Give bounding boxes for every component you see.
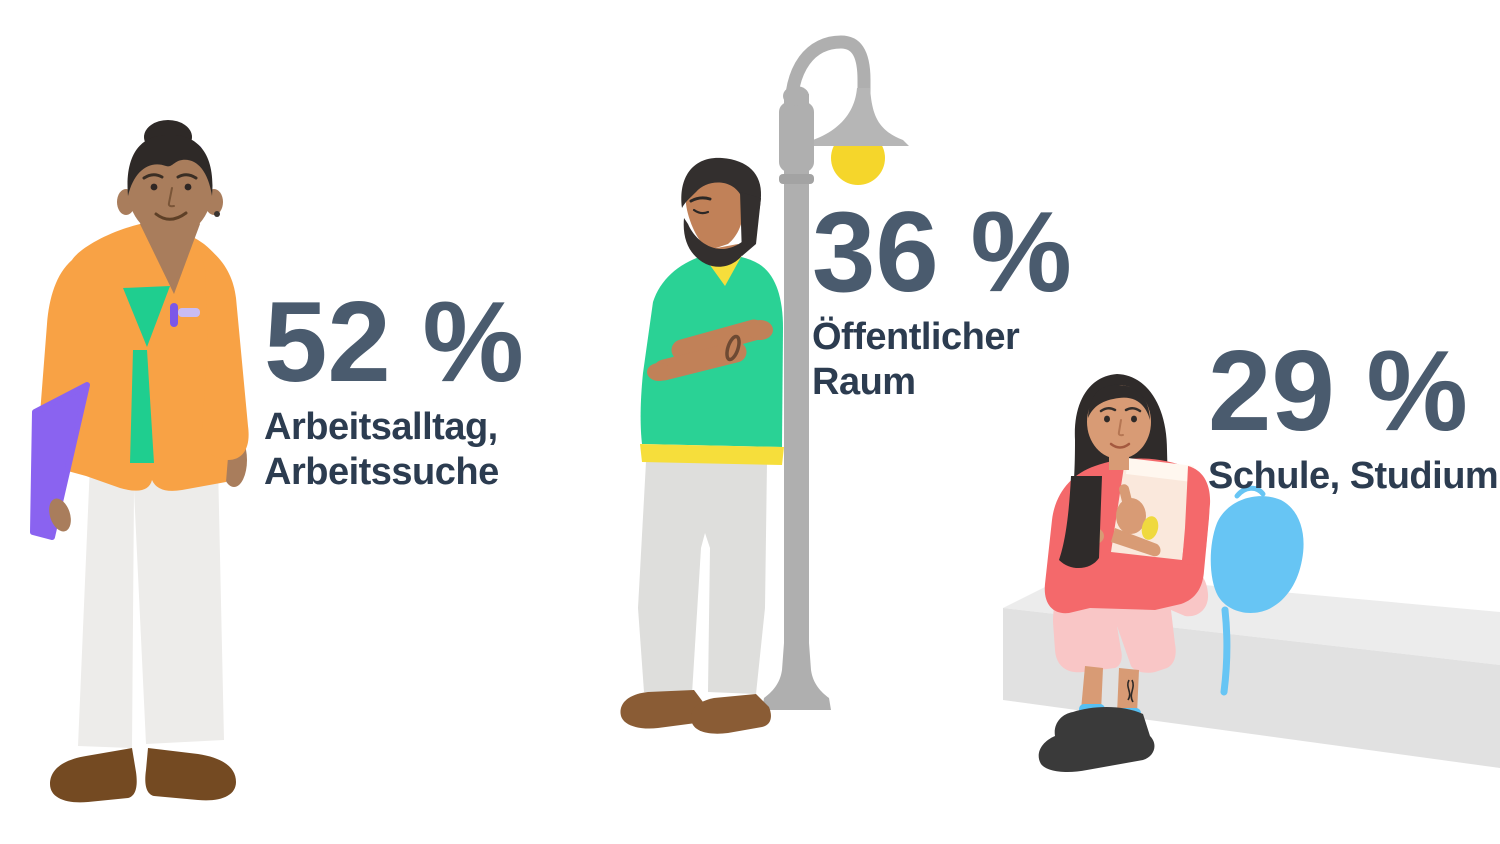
forearm xyxy=(653,341,747,381)
illustration-student-on-bench xyxy=(1003,374,1500,772)
lamp-shade xyxy=(807,88,909,146)
ankle-tattoo xyxy=(1127,679,1134,703)
shirt xyxy=(123,286,170,347)
pocket-pen xyxy=(170,303,178,327)
worker-figure xyxy=(30,120,249,803)
hair xyxy=(681,157,762,250)
shoe xyxy=(690,694,771,734)
pants xyxy=(78,464,224,748)
man-figure xyxy=(620,157,784,734)
face xyxy=(686,171,744,250)
stat-education: 29 % Schule, Studium xyxy=(1208,328,1499,499)
hair xyxy=(127,134,213,196)
face xyxy=(128,143,212,237)
hand xyxy=(49,498,71,532)
hand xyxy=(747,320,773,340)
stat-education-label: Schule, Studium xyxy=(1208,455,1499,497)
closed-eye xyxy=(692,208,710,215)
shoe xyxy=(50,748,137,803)
smile xyxy=(1109,442,1131,449)
sleeve xyxy=(198,242,249,460)
stat-work-label: Arbeitsalltag, Arbeitssuche xyxy=(264,406,499,493)
smile xyxy=(154,211,188,221)
stat-work-value: 52 % xyxy=(264,279,524,406)
hand xyxy=(647,363,671,381)
student-figure xyxy=(1038,374,1211,772)
forearm xyxy=(671,319,765,361)
lamp-pole xyxy=(784,94,809,644)
shoe xyxy=(620,690,705,729)
pocket-square xyxy=(178,308,200,317)
stat-public-space-value: 36 % xyxy=(812,189,1072,316)
thumb xyxy=(1119,484,1133,510)
pants xyxy=(638,462,767,694)
purple-folder xyxy=(30,382,90,540)
beard xyxy=(683,218,750,267)
earring xyxy=(214,211,220,217)
stat-public-space-label: Öffentlicher Raum xyxy=(812,316,1020,403)
shirt-hem xyxy=(640,444,784,465)
illustration-man-at-lamppost xyxy=(620,35,909,734)
shoe xyxy=(145,748,236,801)
stat-education-value: 29 % xyxy=(1208,328,1468,455)
illustration-person-with-folder xyxy=(30,120,249,803)
sleeve xyxy=(1182,466,1211,565)
backpack-strap xyxy=(1220,606,1231,696)
face xyxy=(1087,385,1151,459)
lamp-base xyxy=(762,643,831,710)
bracelet xyxy=(1141,516,1159,540)
stat-public-space: 36 % Öffentlicher Raum xyxy=(812,196,1072,405)
stat-work: 52 % Arbeitsalltag, Arbeitssuche xyxy=(264,286,524,495)
lamppost xyxy=(762,35,909,710)
bracelet xyxy=(725,334,741,362)
backpack xyxy=(1210,485,1304,696)
sneaker xyxy=(1038,707,1155,772)
